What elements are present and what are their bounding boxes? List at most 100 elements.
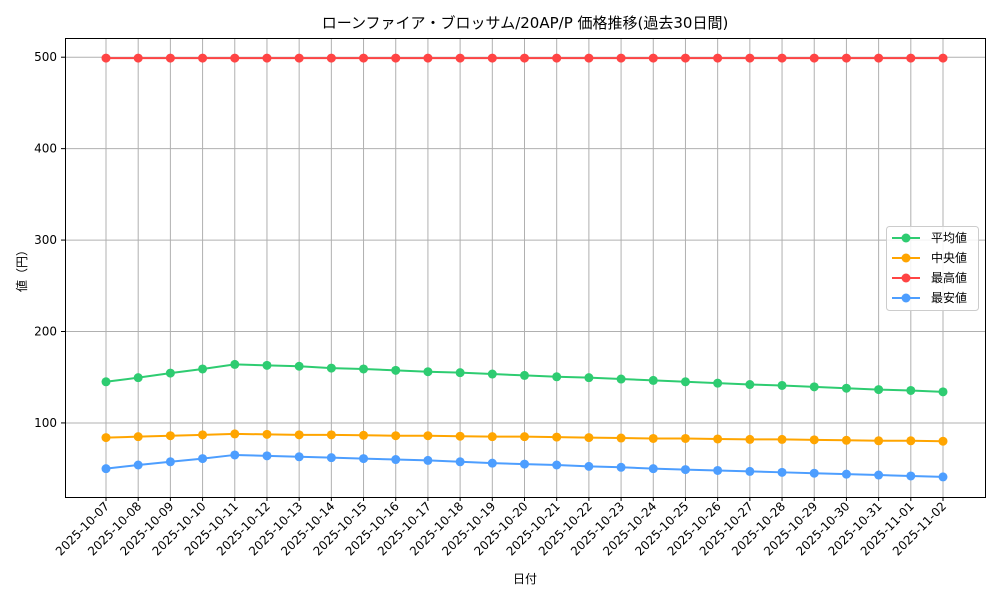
data-point (745, 466, 755, 476)
data-point (906, 385, 916, 395)
data-point (230, 53, 240, 63)
data-point (165, 431, 175, 441)
data-point (874, 470, 884, 480)
data-point (359, 364, 369, 374)
data-point (198, 454, 208, 464)
data-point (648, 464, 658, 474)
data-point (680, 433, 690, 443)
data-point (262, 429, 272, 439)
data-point (133, 373, 143, 383)
data-point (455, 53, 465, 63)
data-point (745, 380, 755, 390)
data-point (616, 433, 626, 443)
data-point (745, 53, 755, 63)
data-point (584, 53, 594, 63)
data-point (198, 53, 208, 63)
legend-label: 中央値 (931, 250, 967, 265)
data-point (391, 365, 401, 375)
data-point (938, 387, 948, 397)
data-point (423, 367, 433, 377)
data-point (294, 452, 304, 462)
data-point (455, 457, 465, 467)
plot-frame (65, 38, 986, 498)
y-tick-label: 400 (34, 142, 57, 156)
data-point (584, 461, 594, 471)
data-point (101, 53, 111, 63)
data-point (938, 436, 948, 446)
y-axis-label: 値（円） (14, 244, 29, 292)
data-point (616, 462, 626, 472)
legend-label: 最高値 (931, 270, 967, 285)
legend-marker (901, 293, 911, 303)
data-point (680, 465, 690, 475)
data-point (165, 457, 175, 467)
legend-label: 平均値 (931, 230, 967, 245)
data-point (713, 434, 723, 444)
data-point (391, 455, 401, 465)
data-point (294, 361, 304, 371)
data-point (423, 431, 433, 441)
data-point (713, 465, 723, 475)
data-point (552, 460, 562, 470)
data-point (487, 369, 497, 379)
data-point (584, 373, 594, 383)
data-point (777, 380, 787, 390)
data-point (133, 460, 143, 470)
data-point (777, 467, 787, 477)
data-point (520, 370, 529, 380)
data-point (648, 375, 658, 385)
data-point (777, 434, 787, 444)
data-point (487, 53, 497, 63)
data-point (841, 469, 851, 479)
data-point (648, 53, 658, 63)
data-point (198, 364, 208, 374)
data-point (745, 434, 755, 444)
data-point (326, 363, 336, 373)
data-point (809, 468, 819, 478)
data-point (133, 53, 143, 63)
data-point (294, 430, 304, 440)
data-point (520, 53, 529, 63)
data-point (874, 436, 884, 446)
data-point (101, 433, 111, 443)
legend-marker (901, 253, 911, 263)
data-point (262, 53, 272, 63)
data-point (906, 471, 916, 481)
data-point (326, 53, 336, 63)
data-point (230, 359, 240, 369)
data-point (455, 368, 465, 378)
data-point (777, 53, 787, 63)
y-tick-label: 100 (34, 416, 57, 430)
data-point (326, 430, 336, 440)
data-point (423, 455, 433, 465)
data-point (906, 436, 916, 446)
data-point (423, 53, 433, 63)
chart-title: ローンファイア・ブロッサム/20AP/P 価格推移(過去30日間) (322, 14, 729, 32)
data-point (520, 459, 529, 469)
data-point (680, 377, 690, 387)
data-point (165, 53, 175, 63)
data-point (713, 378, 723, 388)
data-point (680, 53, 690, 63)
y-tick-label: 200 (34, 325, 57, 339)
data-point (326, 453, 336, 463)
data-point (938, 472, 948, 482)
data-point (455, 431, 465, 441)
data-point (841, 53, 851, 63)
data-point (101, 464, 111, 474)
data-point (262, 360, 272, 370)
legend-box (886, 226, 979, 311)
data-point (874, 385, 884, 395)
data-point (165, 368, 175, 378)
data-point (391, 53, 401, 63)
data-point (520, 432, 529, 442)
data-point (133, 432, 143, 442)
data-point (487, 458, 497, 468)
legend-marker (901, 233, 911, 243)
data-point (391, 431, 401, 441)
data-point (809, 382, 819, 392)
data-point (584, 433, 594, 443)
legend-label: 最安値 (931, 290, 967, 305)
